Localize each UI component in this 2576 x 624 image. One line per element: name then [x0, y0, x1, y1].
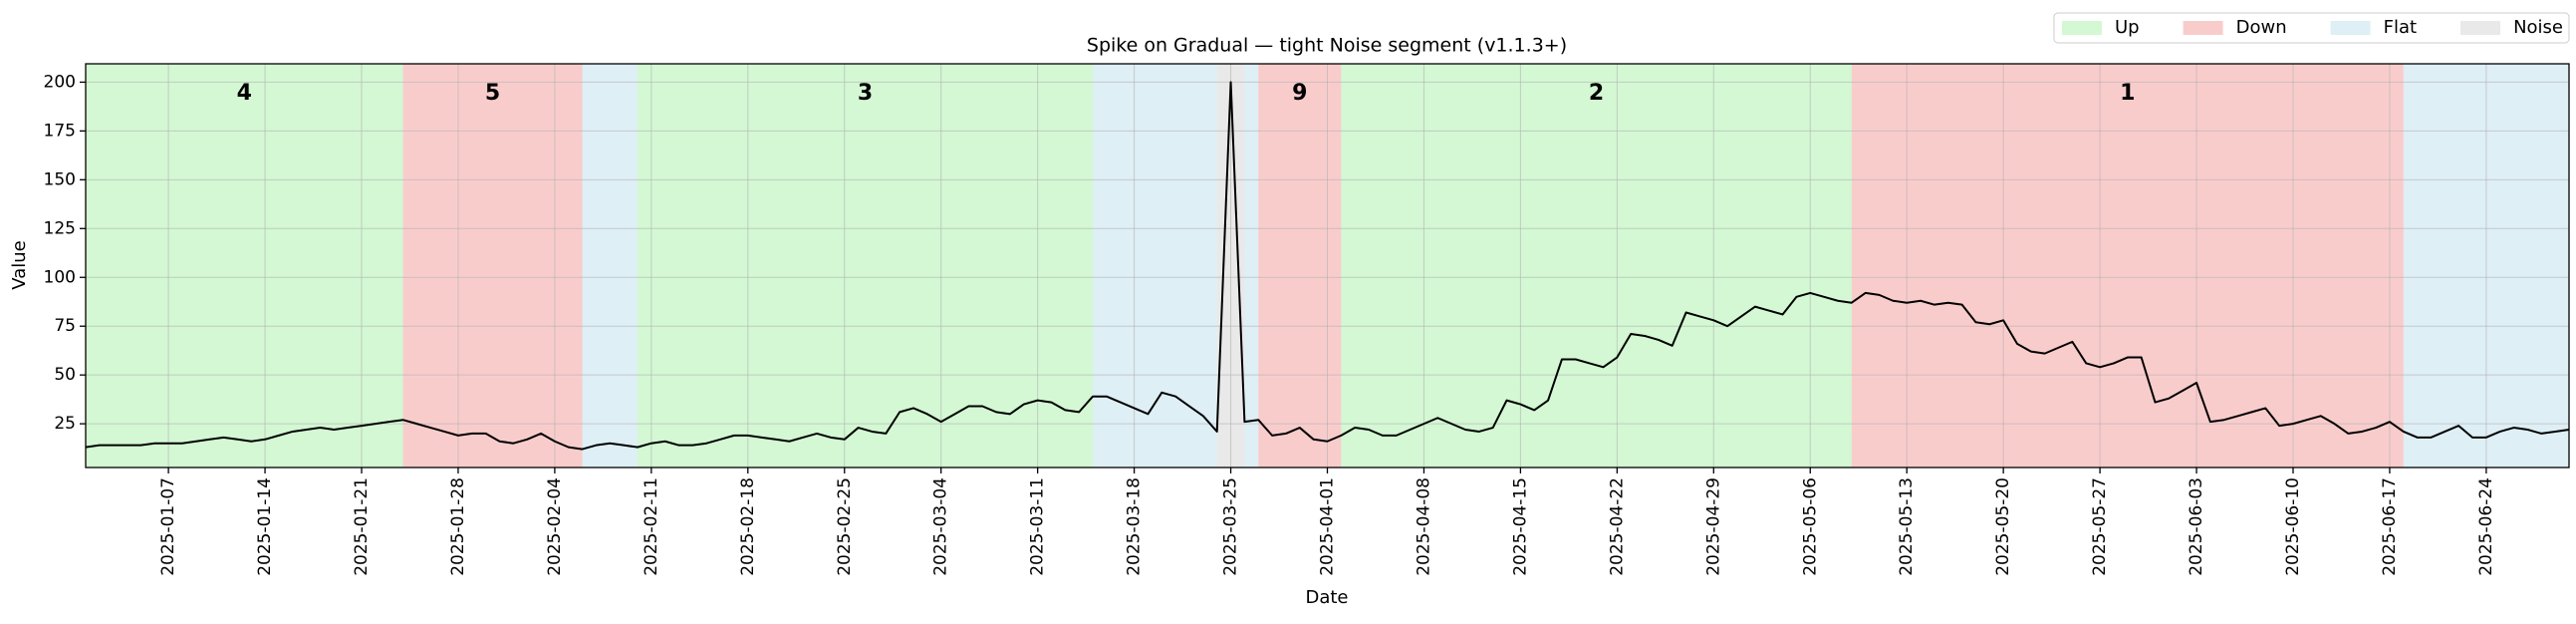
segment-label: 5 [485, 81, 500, 106]
x-tick-label: 2025-04-08 [1414, 477, 1433, 576]
x-tick-label: 2025-02-18 [738, 477, 758, 576]
x-tick-label: 2025-04-15 [1510, 477, 1530, 576]
y-tick-label: 50 [54, 365, 76, 385]
segment-band [402, 64, 583, 468]
x-tick-label: 2025-05-13 [1897, 477, 1917, 576]
x-tick-label: 2025-01-21 [352, 477, 372, 576]
x-tick-label: 2025-01-07 [158, 477, 178, 576]
plot-frame [85, 63, 2570, 468]
y-tick-label: 150 [44, 169, 76, 189]
x-tick-label: 2025-05-27 [2090, 477, 2110, 576]
x-tick-label: 2025-05-20 [1993, 477, 2013, 576]
data-line [85, 81, 2570, 451]
chart-title: Spike on Gradual — tight Noise segment (… [1087, 35, 1567, 57]
legend-swatch [2330, 21, 2371, 35]
x-tick-label: 2025-01-28 [448, 477, 468, 576]
segment-band [1851, 64, 2404, 468]
legend-label: Down [2236, 17, 2287, 38]
x-tick-label: 2025-06-10 [2283, 477, 2303, 576]
x-tick-label: 2025-03-11 [1028, 477, 1048, 576]
x-tick-label: 2025-02-04 [545, 477, 565, 576]
x-tick-label: 2025-06-17 [2380, 477, 2400, 576]
segment-label: 3 [858, 81, 873, 106]
x-tick-label: 2025-04-22 [1607, 477, 1627, 576]
x-tick-label: 2025-05-06 [1800, 477, 1820, 576]
y-tick-label: 75 [54, 316, 76, 336]
legend-label: Flat [2384, 17, 2417, 38]
segment-band [1093, 64, 1217, 468]
x-tick-label: 2025-06-03 [2187, 477, 2206, 576]
segment-band [1258, 64, 1342, 468]
legend-label: Noise [2513, 17, 2563, 38]
y-tick-label: 100 [44, 267, 76, 287]
legend-box [2053, 12, 2570, 44]
segment-band [638, 64, 1094, 468]
segment-label: 2 [1589, 81, 1604, 106]
x-tick-label: 2025-01-14 [255, 477, 275, 576]
x-tick-label: 2025-06-24 [2476, 477, 2496, 576]
segment-band [86, 64, 403, 468]
x-tick-label: 2025-03-04 [931, 477, 951, 576]
segment-label: 4 [237, 81, 252, 106]
legend-label: Up [2115, 17, 2140, 38]
legend-swatch [2061, 21, 2102, 35]
x-tick-label: 2025-02-25 [835, 477, 855, 576]
segment-band [1244, 64, 1259, 468]
y-tick-label: 25 [54, 414, 76, 434]
x-tick-label: 2025-04-01 [1318, 477, 1338, 576]
segment-band [1341, 64, 1852, 468]
y-tick-label: 175 [44, 121, 76, 141]
y-tick-label: 125 [44, 218, 76, 238]
segment-label: 1 [2120, 81, 2135, 106]
y-axis-label: Value [9, 240, 30, 289]
x-tick-label: 2025-02-11 [642, 477, 661, 576]
x-tick-label: 2025-03-18 [1125, 477, 1145, 576]
legend-swatch [2183, 21, 2223, 35]
y-tick-label: 200 [44, 72, 76, 92]
x-axis-label: Date [1305, 587, 1348, 608]
segment-label: 9 [1292, 81, 1307, 106]
x-tick-label: 2025-03-25 [1221, 477, 1241, 576]
x-tick-label: 2025-04-29 [1703, 477, 1723, 576]
legend-swatch [2460, 21, 2501, 35]
segment-band [582, 64, 638, 468]
